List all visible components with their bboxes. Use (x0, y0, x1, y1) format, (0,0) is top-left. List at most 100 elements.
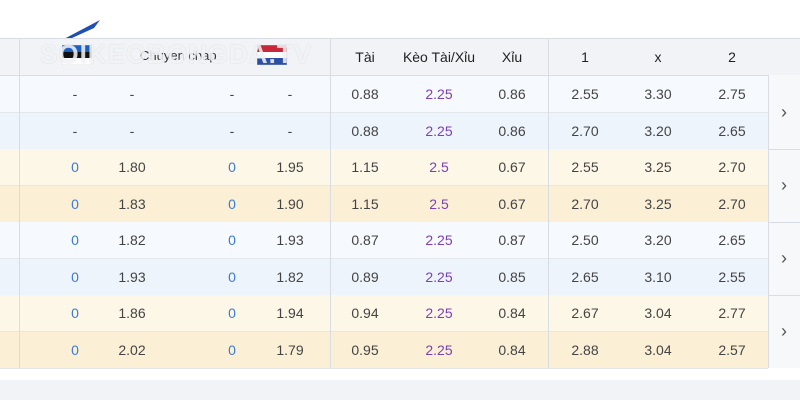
odds-cell[interactable]: 0 (71, 232, 79, 248)
table-row[interactable]: - - - - 0.88 2.25 0.86 2.70 3.20 2.65 (0, 112, 768, 150)
odds-cell[interactable]: 1.15 (351, 159, 379, 175)
table-row[interactable]: 0 1.83 0 1.90 1.15 2.5 0.67 2.70 3.25 2.70 (0, 185, 768, 223)
odds-cell[interactable]: 2.70 (571, 195, 599, 212)
odds-cell[interactable]: 2.25 (425, 122, 453, 139)
odds-cell[interactable]: 3.20 (644, 122, 672, 139)
odds-cell[interactable]: 0.67 (498, 195, 526, 212)
table-row[interactable]: 0 1.93 0 1.82 0.89 2.25 0.85 2.65 3.10 2.55 (0, 258, 768, 296)
header-2[interactable]: 2 (728, 49, 736, 65)
odds-cell[interactable]: 0 (228, 195, 236, 212)
odds-cell[interactable]: 2.25 (425, 86, 453, 102)
header-xiu[interactable]: Xỉu (501, 49, 523, 65)
odds-cell[interactable]: 3.04 (644, 305, 672, 321)
odds-cell[interactable]: 2.50 (571, 232, 599, 248)
header-x[interactable]: x (654, 49, 662, 65)
odds-cell[interactable]: 1.82 (276, 268, 304, 285)
table-row[interactable]: 0 1.80 0 1.95 1.15 2.5 0.67 2.55 3.25 2.70 (0, 149, 768, 186)
chevron-right-icon[interactable]: › (781, 321, 787, 341)
table-row[interactable]: 0 1.86 0 1.94 0.94 2.25 0.84 2.67 3.04 2.77 (0, 295, 768, 332)
chevron-right-icon[interactable]: › (781, 175, 787, 195)
odds-cell[interactable]: 2.67 (571, 305, 599, 321)
odds-cell[interactable]: 2.25 (425, 232, 453, 248)
group-divider (768, 295, 800, 296)
odds-cell[interactable]: 0 (71, 268, 79, 285)
odds-cell[interactable]: 2.70 (718, 195, 746, 212)
odds-cell[interactable]: 2.25 (425, 305, 453, 321)
header-tai[interactable]: Tài (355, 49, 375, 65)
odds-cell[interactable]: 2.02 (118, 341, 146, 358)
odds-cell[interactable]: - (72, 122, 78, 139)
odds-cell[interactable]: - (229, 122, 235, 139)
odds-cell[interactable]: 0.67 (498, 159, 526, 175)
odds-cell[interactable]: 2.88 (571, 341, 599, 358)
odds-cell[interactable]: 0.85 (498, 268, 526, 285)
odds-cell[interactable]: 0 (228, 159, 236, 175)
odds-cell[interactable]: 2.5 (429, 159, 449, 175)
odds-cell[interactable]: 0.84 (498, 305, 526, 321)
odds-cell[interactable]: 0 (228, 268, 236, 285)
odds-cell[interactable]: 1.82 (118, 232, 146, 248)
odds-cell[interactable]: 0 (71, 305, 79, 321)
odds-cell[interactable]: - (129, 86, 135, 102)
odds-cell[interactable]: 3.20 (644, 232, 672, 248)
odds-cell[interactable]: 1.95 (276, 159, 304, 175)
odds-cell[interactable]: 0.88 (351, 86, 379, 102)
odds-cell[interactable]: - (72, 86, 78, 102)
odds-cell[interactable]: - (129, 122, 135, 139)
chevron-right-icon[interactable]: › (781, 102, 787, 122)
odds-cell[interactable]: 2.65 (718, 122, 746, 139)
odds-cell[interactable]: 3.10 (644, 268, 672, 285)
odds-cell[interactable]: 0.86 (498, 86, 526, 102)
odds-cell[interactable]: 0.86 (498, 122, 526, 139)
netherlands-flag-icon (257, 45, 287, 65)
odds-cell[interactable]: 0.89 (351, 268, 379, 285)
odds-cell[interactable]: 0.94 (351, 305, 379, 321)
odds-cell[interactable]: 1.90 (276, 195, 304, 212)
odds-cell[interactable]: - (287, 122, 293, 139)
odds-cell[interactable]: 1.15 (351, 195, 379, 212)
odds-cell[interactable]: 2.55 (571, 159, 599, 175)
odds-cell[interactable]: 2.25 (425, 268, 453, 285)
odds-cell[interactable]: 2.75 (718, 86, 746, 102)
odds-cell[interactable]: 0 (71, 341, 79, 358)
odds-cell[interactable]: 2.25 (425, 341, 453, 358)
odds-cell[interactable]: 1.86 (118, 305, 146, 321)
odds-cell[interactable]: 3.25 (644, 195, 672, 212)
odds-cell[interactable]: 2.55 (571, 86, 599, 102)
odds-cell[interactable]: 1.80 (118, 159, 146, 175)
odds-cell[interactable]: 1.79 (276, 341, 304, 358)
odds-cell[interactable]: 0 (228, 305, 236, 321)
odds-cell[interactable]: 0.87 (351, 232, 379, 248)
header-keo-tai-xiu[interactable]: Kèo Tài/Xỉu (402, 49, 476, 65)
odds-cell[interactable]: 3.30 (644, 86, 672, 102)
odds-cell[interactable]: 0.95 (351, 341, 379, 358)
odds-cell[interactable]: 0 (228, 232, 236, 248)
odds-cell[interactable]: 2.57 (718, 341, 746, 358)
odds-cell[interactable]: 3.04 (644, 341, 672, 358)
odds-cell[interactable]: 0.88 (351, 122, 379, 139)
odds-cell[interactable]: 3.25 (644, 159, 672, 175)
odds-cell[interactable]: 2.70 (718, 159, 746, 175)
header-1[interactable]: 1 (581, 49, 589, 65)
table-row[interactable]: 0 2.02 0 1.79 0.95 2.25 0.84 2.88 3.04 2.57 (0, 331, 768, 369)
odds-cell[interactable]: 0 (228, 341, 236, 358)
odds-cell[interactable]: 2.70 (571, 122, 599, 139)
chevron-right-icon[interactable]: › (781, 248, 787, 268)
odds-cell[interactable]: 2.55 (718, 268, 746, 285)
odds-cell[interactable]: 1.93 (276, 232, 304, 248)
odds-cell[interactable]: 1.94 (276, 305, 304, 321)
table-row[interactable]: - - - - 0.88 2.25 0.86 2.55 3.30 2.75 (0, 76, 768, 113)
odds-cell[interactable]: 0 (71, 195, 79, 212)
odds-cell[interactable]: 0.87 (498, 232, 526, 248)
odds-cell[interactable]: 2.77 (718, 305, 746, 321)
odds-cell[interactable]: 0 (71, 159, 79, 175)
odds-cell[interactable]: 2.5 (429, 195, 449, 212)
odds-cell[interactable]: 1.83 (118, 195, 146, 212)
table-row[interactable]: 0 1.82 0 1.93 0.87 2.25 0.87 2.50 3.20 2.65 (0, 222, 768, 259)
odds-cell[interactable]: - (287, 86, 293, 102)
odds-cell[interactable]: 2.65 (571, 268, 599, 285)
odds-cell[interactable]: 1.93 (118, 268, 146, 285)
odds-cell[interactable]: 0.84 (498, 341, 526, 358)
odds-cell[interactable]: 2.65 (718, 232, 746, 248)
odds-cell[interactable]: - (229, 86, 235, 102)
